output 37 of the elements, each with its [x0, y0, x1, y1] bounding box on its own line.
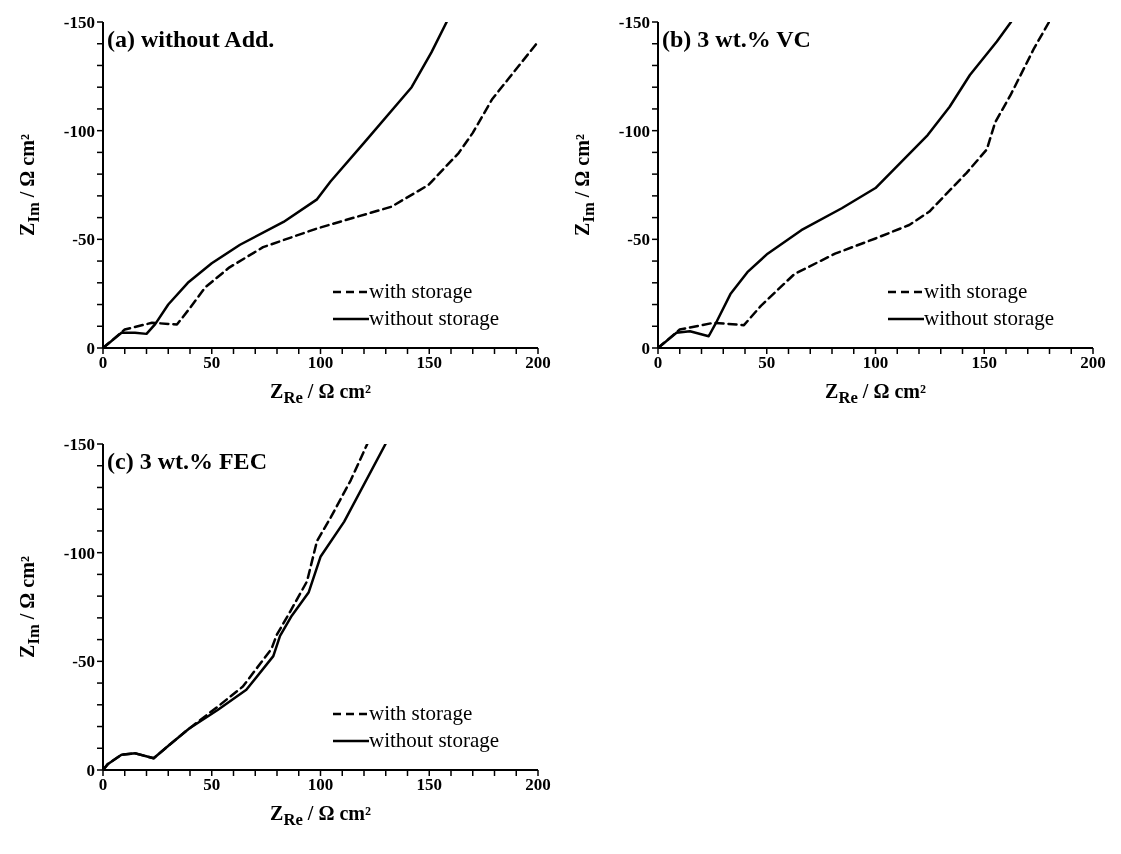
y-tick-label: -50 — [627, 230, 650, 250]
y-tick-label: -100 — [63, 543, 95, 563]
y-tick-label: -50 — [72, 230, 95, 250]
y-tick-label: -100 — [618, 121, 650, 141]
x-tick-label: 200 — [525, 353, 551, 373]
x-tick-label: 50 — [203, 775, 221, 795]
chart-title: (b) 3 wt.% VC — [662, 26, 811, 53]
x-tick-label: 150 — [416, 775, 442, 795]
legend-label: without storage — [369, 728, 500, 753]
y-tick-label: -150 — [63, 13, 95, 33]
x-tick-label: 100 — [307, 353, 334, 373]
x-tick-label: 150 — [416, 353, 442, 373]
x-tick-label: 50 — [758, 353, 776, 373]
x-tick-label: 200 — [1080, 353, 1106, 373]
x-axis-title: Z$_{Re}$ / Ω cm² — [269, 802, 372, 830]
x-axis-title: Z$_{Re}$ / Ω cm² — [269, 380, 372, 408]
y-tick-label: -50 — [72, 652, 95, 672]
y-tick-label: -100 — [63, 121, 95, 141]
chart-title: (c) 3 wt.% FEC — [107, 448, 267, 475]
x-tick-label: 50 — [203, 353, 221, 373]
legend-label: with storage — [369, 279, 473, 304]
x-tick-label: 100 — [862, 353, 889, 373]
x-tick-label: 100 — [307, 775, 334, 795]
y-tick-label: -150 — [618, 13, 650, 33]
y-tick-label: 0 — [86, 761, 95, 781]
legend-label: without storage — [369, 306, 500, 331]
legend-label: with storage — [369, 701, 473, 726]
legend-label: with storage — [924, 279, 1028, 304]
y-tick-label: 0 — [86, 339, 95, 359]
x-tick-label: 150 — [971, 353, 997, 373]
x-axis-title: Z$_{Re}$ / Ω cm² — [824, 380, 927, 408]
legend-label: without storage — [924, 306, 1055, 331]
x-tick-label: 0 — [653, 353, 663, 373]
y-tick-label: -150 — [63, 435, 95, 455]
chart-title: (a) without Add. — [107, 26, 275, 53]
x-tick-label: 200 — [525, 775, 551, 795]
y-tick-label: 0 — [641, 339, 650, 359]
